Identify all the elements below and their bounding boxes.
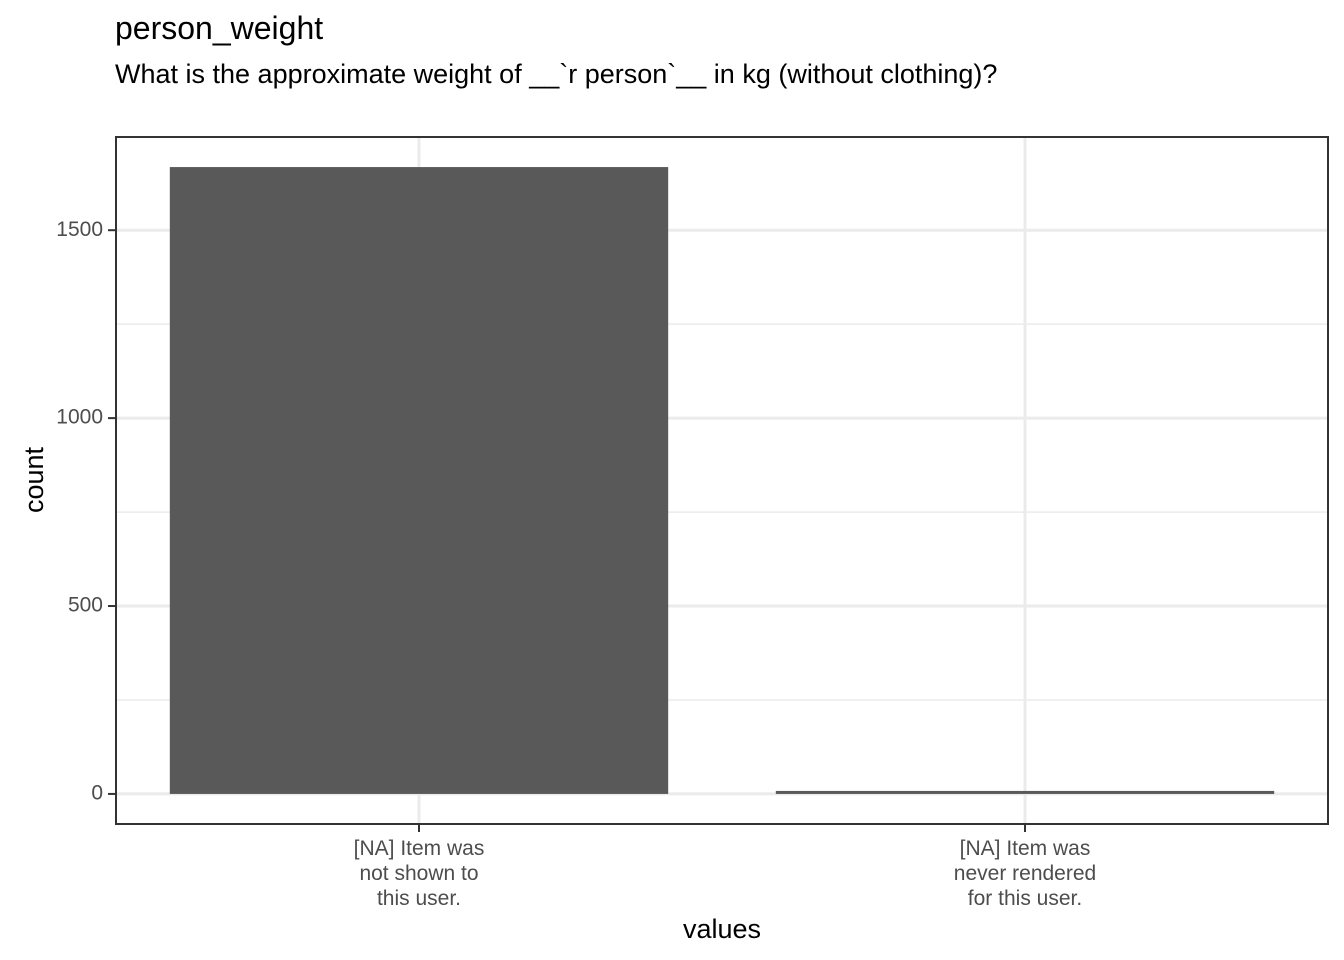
chart-title: person_weight: [115, 10, 324, 46]
x-tick-label-line: never rendered: [954, 862, 1096, 885]
x-tick-label-line: for this user.: [968, 887, 1082, 910]
x-tick-label-line: [NA] Item was: [354, 837, 485, 860]
y-tick-label: 500: [68, 594, 103, 617]
bar: [775, 790, 1275, 794]
bars: [169, 167, 1275, 794]
x-axis: [NA] Item was not shown to this user.[NA] …: [354, 824, 1096, 910]
y-tick-label: 1500: [56, 218, 103, 241]
y-tick-label: 0: [91, 781, 103, 804]
y-tick-label: 1000: [56, 406, 103, 429]
bar: [169, 167, 669, 794]
x-tick-label-line: this user.: [377, 887, 461, 910]
x-tick-label-line: [NA] Item was: [960, 837, 1091, 860]
x-tick-label: [NA] Item was never rendered for this user…: [954, 837, 1096, 910]
x-tick-label: [NA] Item was not shown to this user.: [354, 837, 485, 910]
x-tick-label-line: not shown to: [359, 862, 478, 885]
panel-border: [115, 136, 1329, 825]
chart-subtitle: What is the approximate weight of __`r p…: [115, 59, 998, 89]
y-axis-title: count: [19, 446, 49, 513]
y-axis: 0 500 1000 1500: [56, 218, 116, 804]
x-axis-title: values: [683, 914, 761, 944]
